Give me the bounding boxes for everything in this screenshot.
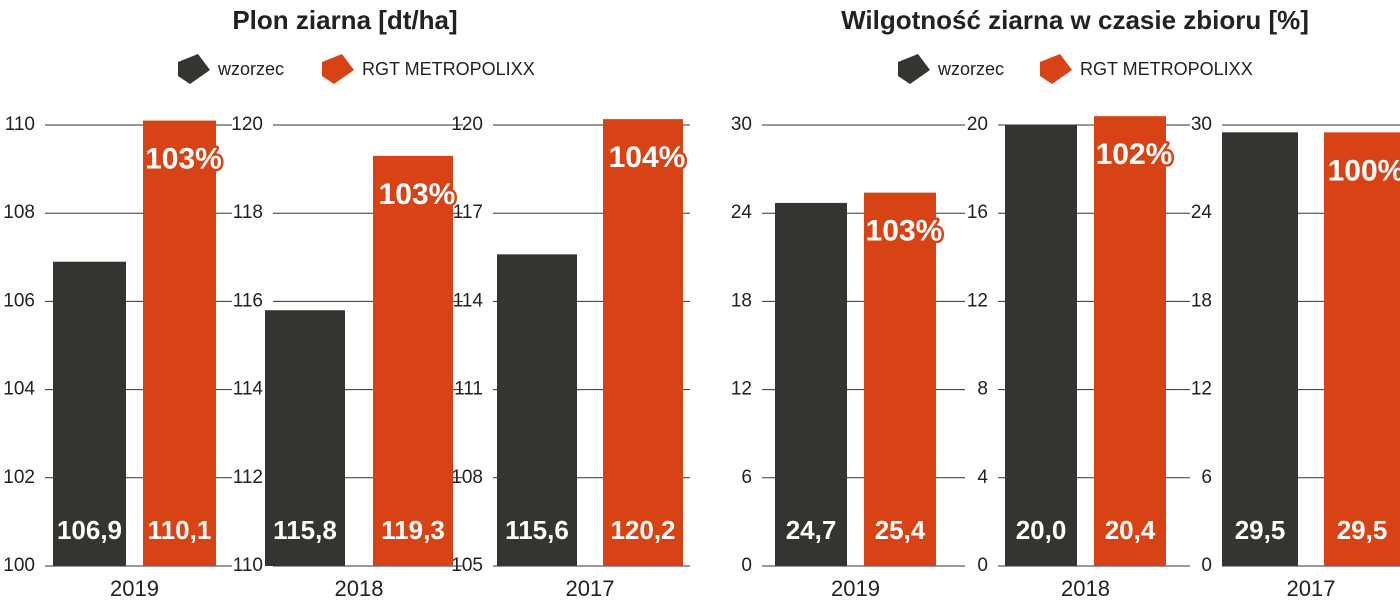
x-tick-label: 2019: [110, 576, 159, 601]
y-tick-label: 120: [451, 114, 483, 135]
y-tick-label: 108: [451, 467, 483, 488]
bar: [497, 254, 577, 567]
y-tick-label: 111: [454, 379, 483, 400]
y-tick-label: 12: [967, 290, 988, 311]
y-tick-label: 104: [3, 379, 35, 400]
y-tick-label: 0: [1201, 555, 1212, 576]
legend-label: wzorzec: [937, 59, 1004, 79]
bar: [143, 120, 216, 566]
y-tick-label: 12: [1191, 379, 1212, 400]
bar: [373, 155, 453, 566]
legend-swatch: [322, 54, 354, 84]
x-tick-label: 2018: [335, 576, 384, 601]
bar: [603, 119, 683, 567]
y-tick-label: 120: [231, 114, 263, 135]
value-label: 106,9: [57, 515, 122, 545]
x-tick-label: 2017: [1287, 576, 1336, 601]
y-tick-label: 102: [3, 467, 35, 488]
annotation: 103%: [379, 178, 456, 211]
x-tick-label: 2018: [1061, 576, 1110, 601]
y-tick-label: 30: [731, 114, 752, 135]
bar: [775, 202, 847, 566]
value-label: 20,4: [1105, 515, 1156, 545]
annotation: 103%: [866, 215, 943, 248]
value-label: 120,2: [610, 515, 675, 545]
y-tick-label: 105: [451, 555, 483, 576]
y-tick-label: 18: [1191, 290, 1212, 311]
y-tick-label: 114: [233, 379, 264, 400]
annotation: 100%: [1328, 154, 1400, 187]
chart-title: Wilgotność ziarna w czasie zbioru [%]: [841, 5, 1309, 35]
value-label: 29,5: [1337, 515, 1388, 545]
y-tick-label: 24: [731, 202, 753, 223]
value-label: 24,7: [786, 515, 837, 545]
bar: [864, 192, 936, 566]
bar: [53, 261, 126, 566]
y-tick-label: 100: [3, 555, 35, 576]
legend-swatch: [898, 54, 930, 84]
chart-title: Plon ziarna [dt/ha]: [232, 5, 457, 35]
y-tick-label: 0: [977, 555, 988, 576]
x-tick-label: 2019: [831, 576, 880, 601]
y-tick-label: 8: [977, 379, 988, 400]
y-tick-label: 108: [3, 202, 35, 223]
value-label: 29,5: [1235, 515, 1286, 545]
y-tick-label: 110: [5, 114, 35, 135]
y-tick-label: 30: [1191, 114, 1212, 135]
y-tick-label: 4: [977, 467, 988, 488]
y-tick-label: 114: [453, 290, 484, 311]
annotation: 102%: [1096, 138, 1173, 171]
y-tick-label: 16: [967, 202, 988, 223]
bar: [1324, 132, 1400, 566]
y-tick-label: 12: [731, 379, 752, 400]
value-label: 25,4: [875, 515, 926, 545]
x-tick-label: 2017: [566, 576, 615, 601]
legend-label: RGT METROPOLIXX: [1080, 59, 1253, 79]
bar: [265, 310, 345, 566]
y-tick-label: 112: [233, 467, 263, 488]
bar: [1005, 125, 1077, 566]
y-tick-label: 6: [1201, 467, 1212, 488]
legend-swatch: [1040, 54, 1072, 84]
legend-swatch: [178, 54, 210, 84]
y-tick-label: 117: [453, 202, 483, 223]
y-tick-label: 18: [731, 290, 752, 311]
legend-label: wzorzec: [217, 59, 284, 79]
y-tick-label: 6: [741, 467, 752, 488]
annotation: 103%: [145, 143, 222, 176]
bar: [1094, 116, 1166, 567]
value-label: 110,1: [148, 515, 212, 545]
annotation: 104%: [609, 141, 686, 174]
value-label: 119,3: [381, 515, 445, 545]
value-label: 115,6: [505, 515, 569, 545]
y-tick-label: 24: [1191, 202, 1213, 223]
y-tick-label: 116: [233, 290, 263, 311]
legend-label: RGT METROPOLIXX: [362, 59, 535, 79]
y-tick-label: 118: [233, 202, 263, 223]
y-tick-label: 110: [233, 555, 263, 576]
y-tick-label: 106: [3, 290, 35, 311]
value-label: 20,0: [1016, 515, 1067, 545]
y-tick-label: 20: [967, 114, 988, 135]
y-tick-label: 0: [741, 555, 752, 576]
value-label: 115,8: [273, 515, 337, 545]
bar: [1222, 132, 1298, 566]
